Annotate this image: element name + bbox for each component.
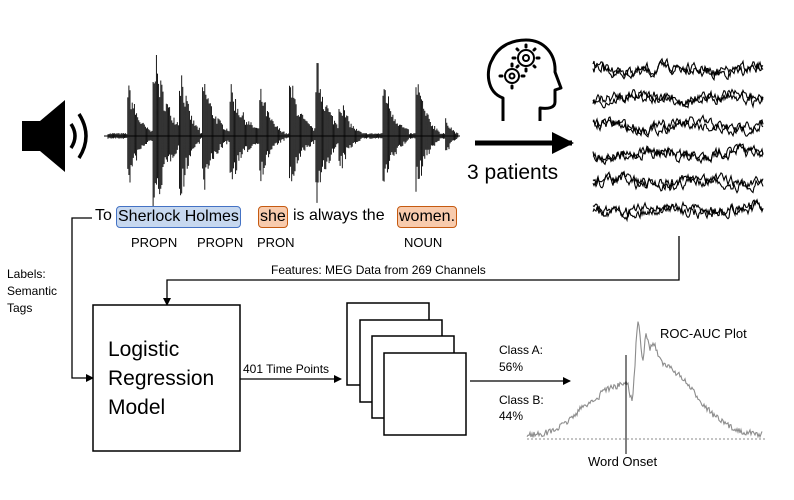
model-label-1: Logistic bbox=[108, 338, 180, 361]
meg-traces bbox=[592, 57, 764, 223]
word-onset-label: Word Onset bbox=[588, 454, 658, 469]
class-a-label: Class A: bbox=[499, 343, 544, 357]
tag-noun: NOUN bbox=[404, 235, 443, 250]
roc-label: ROC-AUC Plot bbox=[660, 326, 747, 341]
meg-trace bbox=[592, 114, 764, 138]
head-gears-icon bbox=[486, 38, 563, 121]
class-a-percent: 56% bbox=[499, 360, 524, 374]
labels-arrow bbox=[71, 217, 94, 382]
token-sherlock-holmes: Sherlock Holmes bbox=[116, 206, 241, 228]
meg-trace bbox=[592, 88, 764, 109]
class-b-label: Class B: bbox=[499, 393, 544, 407]
meg-trace bbox=[592, 117, 764, 138]
tag-propn-1: PROPN bbox=[131, 235, 178, 250]
meg-trace bbox=[592, 57, 764, 81]
token-to: To bbox=[95, 207, 112, 224]
tag-propn-2: PROPN bbox=[197, 235, 244, 250]
patients-label: 3 patients bbox=[467, 161, 559, 184]
time-points-label: 401 Time Points bbox=[243, 362, 330, 376]
model-box bbox=[92, 304, 241, 452]
model-label-3: Model bbox=[108, 396, 166, 419]
token-women: women. bbox=[397, 206, 458, 228]
audio-waveform bbox=[104, 55, 460, 215]
labels-label-3: Tags bbox=[7, 301, 33, 315]
features-arrow bbox=[163, 236, 680, 306]
token-she: she bbox=[258, 206, 288, 228]
labels-label-1: Labels: bbox=[7, 267, 46, 281]
tag-pron: PRON bbox=[257, 235, 295, 250]
meg-trace bbox=[592, 171, 764, 194]
class-b-percent: 44% bbox=[499, 409, 524, 423]
speaker-icon bbox=[22, 100, 88, 172]
model-label-2: Regression bbox=[108, 367, 215, 390]
meg-trace bbox=[592, 170, 764, 192]
roc-curve bbox=[526, 321, 763, 439]
labels-label-2: Semantic bbox=[7, 284, 58, 298]
meg-trace bbox=[592, 142, 764, 166]
meg-trace bbox=[592, 198, 764, 220]
waveform-bars bbox=[107, 55, 459, 215]
stacked-squares bbox=[346, 302, 467, 436]
features-label: Features: MEG Data from 269 Channels bbox=[271, 263, 486, 277]
token-middle: is always the bbox=[293, 207, 385, 224]
